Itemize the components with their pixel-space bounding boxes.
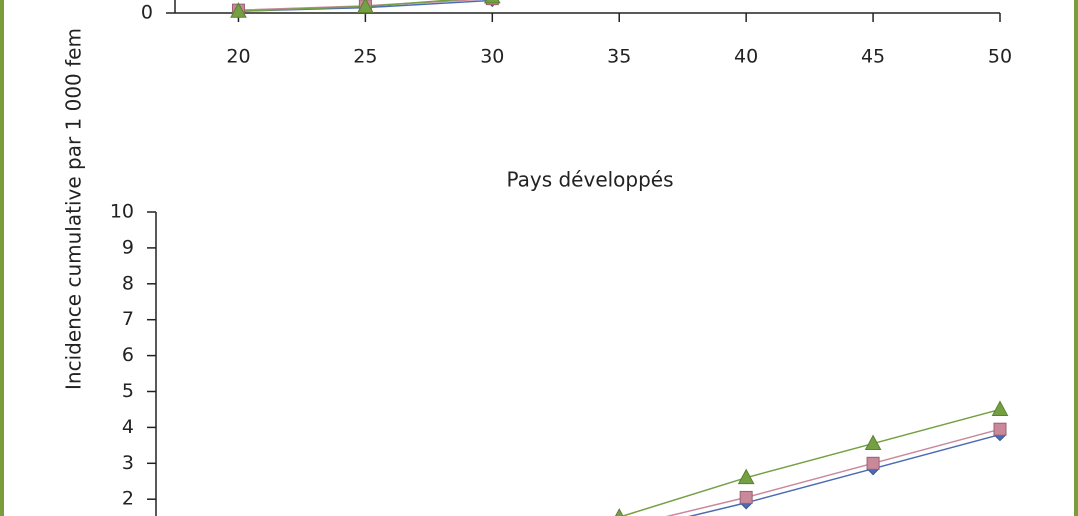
x-tick-label: 35 <box>607 46 631 68</box>
frame-border <box>0 0 4 516</box>
data-point <box>866 456 880 470</box>
chart-title: Pays développés <box>506 168 673 192</box>
data-point <box>737 468 755 485</box>
y-tick-label: 3 <box>122 452 134 474</box>
series-line <box>688 433 1001 516</box>
y-axis-label: Incidence cumulative par 1 000 fem <box>62 28 86 390</box>
y-tick-label: 9 <box>122 236 134 258</box>
y-tick-label: 5 <box>122 380 134 402</box>
x-tick-label: 50 <box>988 46 1012 68</box>
frame-border <box>1074 0 1078 516</box>
data-point <box>739 490 753 504</box>
data-point <box>864 434 882 451</box>
x-tick-label: 25 <box>353 46 377 68</box>
data-point <box>991 400 1009 416</box>
data-point <box>993 422 1007 436</box>
data-point <box>357 0 374 14</box>
series-line <box>665 428 1001 516</box>
y-tick-label: 10 <box>110 201 134 223</box>
y-tick-label: 2 <box>122 488 134 510</box>
y-tick-label: 7 <box>122 308 134 330</box>
y-tick-label: 0 <box>141 2 153 24</box>
x-tick-label: 30 <box>480 46 504 68</box>
data-point <box>615 508 624 516</box>
data-point <box>230 2 247 18</box>
y-tick-label: 8 <box>122 272 134 294</box>
x-tick-label: 20 <box>226 46 250 68</box>
x-tick-label: 40 <box>734 46 758 68</box>
y-tick-label: 6 <box>122 344 134 366</box>
data-point <box>483 0 501 4</box>
y-tick-label: 4 <box>122 416 134 438</box>
x-tick-label: 45 <box>861 46 885 68</box>
series-line <box>620 408 1001 516</box>
